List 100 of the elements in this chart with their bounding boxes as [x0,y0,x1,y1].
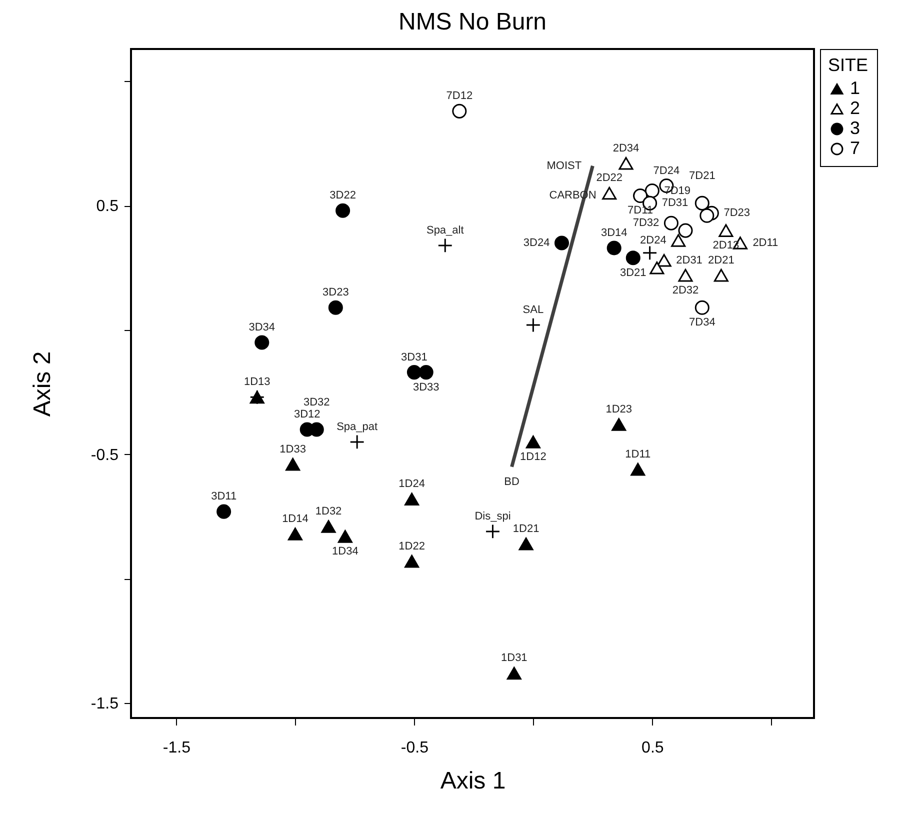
annotation: 3D11 [211,490,237,503]
annotation: 3D12 [294,408,320,421]
annotation: 3D31 [401,351,428,364]
point [418,365,434,380]
point [700,208,714,223]
point [694,196,710,210]
annotation: 7D32 [632,217,660,230]
annotation: 1D21 [512,522,540,535]
point [626,250,640,266]
point [404,554,420,568]
point [630,462,646,476]
annotation: Spa_pat [336,420,378,433]
annotation: 3D21 [620,266,646,279]
annotation: 1D14 [282,512,308,525]
annotation: 2D32 [672,284,699,296]
annotation: 2D34 [612,142,640,154]
annotation: 3D24 [523,236,550,249]
point [438,238,453,253]
annotation: 1D11 [625,448,651,460]
point [714,268,728,282]
point [664,216,678,230]
point [506,666,522,680]
annotation: 1D22 [398,540,425,552]
annotation: 7D21 [689,170,716,182]
point [650,261,664,274]
point [321,520,336,533]
point [612,418,626,431]
point [404,492,420,506]
annotation: Spa_alt [426,224,464,236]
annotation: 3D23 [322,286,349,299]
annotation: Dis_spi [474,510,511,522]
point [526,436,540,448]
point [633,188,648,203]
annotation: 3D14 [600,226,628,239]
point [452,104,467,118]
annotation: 7D11 [628,204,654,217]
point [216,504,232,519]
annotation: 1D34 [332,545,358,558]
annotation: BD [504,476,520,488]
x-tick-label: -1.5 [162,740,191,756]
point [554,236,570,250]
annotation: 2D31 [676,254,702,266]
point [678,223,693,238]
legend-label: 1 [850,78,860,98]
point [406,365,422,380]
chart-title: NMS No Burn [398,8,547,36]
annotation: 2D21 [708,254,734,266]
annotation: 7D19 [664,184,691,197]
annotation: 1D32 [315,506,342,518]
x-axis-title: Axis 1 [440,768,506,794]
y-axis-title: Axis 2 [28,351,56,417]
legend-title: SITE [828,55,868,75]
point [288,528,302,540]
annotation: 7D34 [689,316,716,329]
annotation: 7D24 [653,164,680,177]
y-tick-label: -1.5 [90,696,119,713]
annotation: 7D12 [446,90,473,102]
point [254,335,270,350]
annotation: 1D24 [398,478,425,490]
point [338,530,352,543]
annotation: 3D33 [412,381,440,394]
point [328,300,343,315]
annotation: 7D31 [662,197,688,210]
point [606,240,622,256]
point [286,458,300,471]
point [618,157,634,170]
x-tick-label: 0.5 [642,740,664,756]
annotation: 7D23 [724,207,750,220]
point [671,234,686,247]
y-tick-label: -0.5 [90,446,119,464]
legend-label: 7 [850,138,860,158]
annotation: 2D24 [640,234,666,246]
annotation: 1D13 [244,376,270,388]
point [642,245,658,260]
point [718,224,734,237]
point [644,184,660,198]
legend-label: 2 [850,98,860,118]
x-tick-label: -0.5 [400,740,429,756]
annotation: 3D22 [330,190,356,202]
annotation: 1D12 [520,450,546,463]
annotation: SAL [522,304,544,316]
legend-label: 3 [850,118,860,138]
point [518,538,534,550]
point [694,300,710,315]
point [336,203,350,218]
point [678,268,693,282]
annotation: 1D23 [606,404,632,416]
point [350,434,365,450]
y-tick-label: 0.5 [96,198,119,216]
point [602,186,617,200]
annotation: 1D33 [280,443,306,456]
annotation: 2D11 [752,236,778,249]
point [485,524,500,539]
annotation: 1D31 [501,652,528,664]
point [656,254,672,267]
point [526,318,541,333]
annotation: 3D32 [303,396,330,409]
annotation: MOIST [546,160,582,172]
annotation: 3D34 [248,321,276,334]
annotation: 2D22 [596,172,622,184]
